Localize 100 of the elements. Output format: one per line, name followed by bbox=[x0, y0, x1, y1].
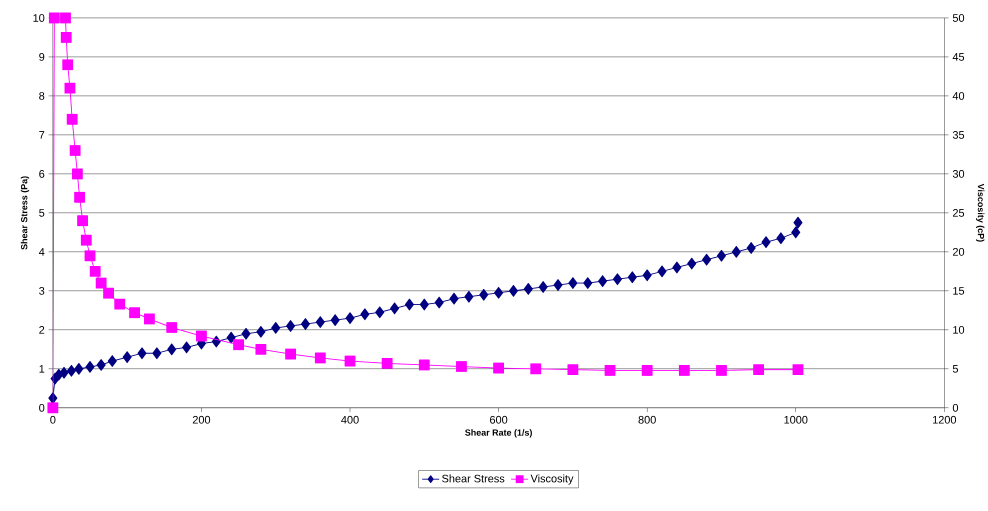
point bbox=[716, 365, 727, 376]
point bbox=[390, 302, 400, 315]
point bbox=[114, 298, 126, 310]
point bbox=[330, 314, 340, 326]
y2-axis-title: Viscosity (cP) bbox=[976, 184, 984, 242]
point bbox=[456, 361, 467, 372]
point bbox=[553, 279, 563, 292]
point bbox=[152, 348, 162, 360]
y2-tick-label: 20 bbox=[952, 248, 964, 256]
point bbox=[642, 365, 653, 376]
point bbox=[418, 360, 430, 371]
point bbox=[66, 365, 76, 377]
x-tick-label: 200 bbox=[192, 416, 210, 424]
y2-tick-label: 15 bbox=[953, 287, 964, 295]
y2-tick-label: 0 bbox=[952, 404, 958, 412]
point bbox=[84, 250, 96, 262]
point bbox=[493, 362, 504, 374]
point bbox=[74, 192, 86, 203]
point bbox=[678, 365, 690, 376]
x-axis-title: Shear Rate (1/s) bbox=[465, 429, 532, 438]
point bbox=[761, 236, 771, 248]
x-tick-label: 400 bbox=[341, 416, 359, 424]
y2-tick-label: 25 bbox=[952, 209, 964, 217]
point bbox=[129, 308, 140, 318]
point bbox=[47, 402, 58, 414]
point bbox=[792, 364, 804, 376]
point bbox=[60, 32, 72, 44]
point bbox=[60, 12, 71, 24]
point bbox=[793, 216, 803, 229]
point bbox=[375, 306, 384, 318]
y2-tick-label: 30 bbox=[952, 170, 964, 178]
y-tick-label: 6 bbox=[39, 170, 44, 178]
y2-tick-label: 10 bbox=[953, 326, 964, 334]
point bbox=[77, 215, 88, 226]
y-axis-title: Shear Stress (Pa) bbox=[20, 176, 30, 250]
point bbox=[612, 273, 622, 286]
point bbox=[672, 262, 682, 274]
point bbox=[716, 250, 726, 262]
point bbox=[434, 296, 444, 309]
y-tick-label: 2 bbox=[39, 326, 44, 334]
point bbox=[344, 356, 356, 367]
point bbox=[449, 292, 459, 305]
point bbox=[732, 246, 741, 258]
point bbox=[271, 322, 280, 334]
point bbox=[300, 318, 310, 330]
legend-label: Shear Stress bbox=[442, 474, 504, 483]
point bbox=[74, 363, 84, 375]
point bbox=[85, 361, 95, 374]
x-tick-label: 600 bbox=[490, 416, 508, 424]
point bbox=[62, 60, 74, 70]
point bbox=[167, 344, 176, 356]
point bbox=[196, 330, 207, 342]
point bbox=[80, 234, 92, 246]
point bbox=[66, 114, 78, 125]
point bbox=[382, 358, 393, 370]
point bbox=[657, 266, 667, 278]
point bbox=[628, 272, 637, 284]
point bbox=[285, 348, 296, 360]
point bbox=[70, 145, 81, 156]
y-tick-label: 4 bbox=[38, 248, 44, 256]
point bbox=[212, 336, 221, 348]
point bbox=[604, 365, 616, 376]
y-tick-label: 10 bbox=[33, 14, 44, 22]
point bbox=[753, 364, 764, 376]
point bbox=[166, 322, 178, 334]
point bbox=[702, 254, 712, 266]
y-tick-label: 7 bbox=[39, 131, 44, 139]
point bbox=[255, 344, 266, 355]
y2-tick-label: 5 bbox=[952, 365, 958, 373]
y-tick-label: 9 bbox=[39, 53, 44, 62]
point bbox=[494, 287, 504, 299]
point bbox=[256, 326, 266, 338]
y2-tick-label: 45 bbox=[952, 53, 964, 61]
point bbox=[404, 298, 414, 311]
point bbox=[90, 266, 101, 278]
point bbox=[479, 289, 488, 301]
point bbox=[776, 232, 786, 244]
point bbox=[420, 298, 429, 311]
point bbox=[286, 320, 296, 332]
point bbox=[182, 342, 192, 354]
point bbox=[530, 364, 542, 374]
x-tick-label: 1200 bbox=[933, 416, 956, 424]
point bbox=[64, 82, 76, 94]
y-tick-label: 3 bbox=[39, 287, 44, 295]
point bbox=[103, 288, 114, 299]
x-tick-label: 800 bbox=[638, 416, 656, 424]
point bbox=[72, 168, 83, 180]
point bbox=[108, 355, 117, 368]
y-tick-label: 5 bbox=[39, 209, 44, 217]
point bbox=[314, 352, 326, 364]
y-tick-label: 8 bbox=[39, 92, 44, 100]
point bbox=[226, 332, 236, 344]
x-tick-label: 1000 bbox=[784, 416, 808, 424]
point bbox=[642, 270, 652, 282]
legend-label: Viscosity bbox=[530, 474, 574, 485]
y2-tick-label: 40 bbox=[952, 92, 964, 100]
point bbox=[233, 339, 244, 350]
point bbox=[598, 275, 608, 288]
point bbox=[568, 277, 578, 290]
point bbox=[59, 367, 69, 379]
